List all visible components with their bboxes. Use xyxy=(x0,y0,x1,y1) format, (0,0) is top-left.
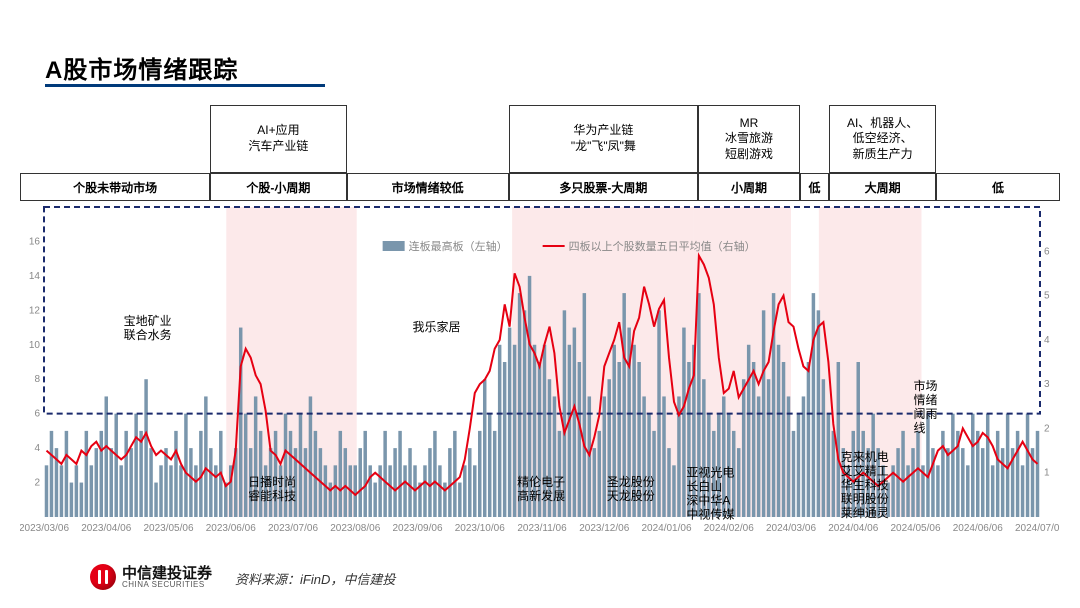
svg-text:16: 16 xyxy=(29,236,41,247)
svg-text:日播时尚: 日播时尚 xyxy=(248,475,296,489)
period-cell: 低 xyxy=(936,173,1060,201)
theme-cell xyxy=(936,105,1060,173)
period-cell: 低 xyxy=(800,173,829,201)
svg-text:6: 6 xyxy=(1044,246,1050,257)
svg-text:情绪: 情绪 xyxy=(914,393,938,407)
svg-text:华生科技: 华生科技 xyxy=(841,478,889,492)
period-cell: 多只股票-大周期 xyxy=(509,173,698,201)
chart-plot: 2468101214161234562023/03/062023/04/0620… xyxy=(20,201,1060,541)
svg-text:睿能科技: 睿能科技 xyxy=(248,488,296,503)
svg-text:联合水务: 联合水务 xyxy=(124,327,172,342)
svg-text:精伦电子: 精伦电子 xyxy=(517,474,565,489)
svg-text:2024/06/06: 2024/06/06 xyxy=(953,523,1003,534)
chart-svg: 2468101214161234562023/03/062023/04/0620… xyxy=(20,201,1060,541)
svg-text:亚视光电: 亚视光电 xyxy=(686,465,734,480)
source-line: 资料来源：iFinD，中信建投 xyxy=(235,569,395,588)
svg-text:8: 8 xyxy=(34,374,40,385)
logo-icon xyxy=(90,564,116,590)
svg-text:阈雨: 阈雨 xyxy=(914,406,938,421)
theme-segment-row: AI+应用汽车产业链 华为产业链"龙"飞"凤"舞MR冰雪旅游短剧游戏 AI、机器人、… xyxy=(20,105,1060,173)
theme-cell xyxy=(347,105,509,173)
svg-text:2024/07/06: 2024/07/06 xyxy=(1015,523,1060,534)
period-segment-row: 个股未带动市场个股-小周期市场情绪较低多只股票-大周期小周期低大周期低 xyxy=(20,173,1060,201)
svg-text:2023/11/06: 2023/11/06 xyxy=(517,523,567,534)
period-cell: 大周期 xyxy=(829,173,936,201)
svg-text:3: 3 xyxy=(1044,379,1050,390)
svg-text:克来机电: 克来机电 xyxy=(841,450,889,464)
svg-text:市场: 市场 xyxy=(914,378,938,393)
title-underline xyxy=(45,84,325,87)
svg-text:2023/08/06: 2023/08/06 xyxy=(330,523,380,534)
svg-text:2: 2 xyxy=(1044,423,1050,434)
svg-text:2024/03/06: 2024/03/06 xyxy=(766,523,816,534)
theme-cell xyxy=(800,105,829,173)
slide-root: A股市场情绪跟踪 AI+应用汽车产业链 华为产业链"龙"飞"凤"舞MR冰雪旅游短剧… xyxy=(0,0,1080,608)
svg-text:宝地矿业: 宝地矿业 xyxy=(124,314,172,328)
svg-text:四板以上个股数量五日平均值（右轴）: 四板以上个股数量五日平均值（右轴） xyxy=(569,239,756,253)
chart-area: AI+应用汽车产业链 华为产业链"龙"飞"凤"舞MR冰雪旅游短剧游戏 AI、机器人、… xyxy=(20,105,1060,555)
logo: 中信建投证券 CHINA SECURITIES xyxy=(90,564,212,590)
svg-text:2: 2 xyxy=(34,478,40,489)
svg-text:2023/04/06: 2023/04/06 xyxy=(81,523,131,534)
svg-text:联明股份: 联明股份 xyxy=(841,492,889,506)
svg-text:12: 12 xyxy=(29,305,41,316)
svg-text:2024/01/06: 2024/01/06 xyxy=(641,523,691,534)
svg-text:1: 1 xyxy=(1044,468,1050,479)
theme-cell: MR冰雪旅游短剧游戏 xyxy=(698,105,800,173)
theme-cell xyxy=(20,105,210,173)
theme-cell: AI+应用汽车产业链 xyxy=(210,105,346,173)
svg-text:我乐家居: 我乐家居 xyxy=(413,319,461,334)
svg-text:中视传媒: 中视传媒 xyxy=(686,507,734,522)
period-cell: 个股未带动市场 xyxy=(20,173,210,201)
svg-text:圣龙股份: 圣龙股份 xyxy=(607,475,655,489)
theme-cell: 华为产业链"龙"飞"凤"舞 xyxy=(509,105,698,173)
svg-text:2024/05/06: 2024/05/06 xyxy=(890,523,940,534)
svg-text:4: 4 xyxy=(1044,335,1050,346)
svg-text:线: 线 xyxy=(914,421,926,435)
logo-cn: 中信建投证券 xyxy=(122,566,212,581)
svg-text:2023/07/06: 2023/07/06 xyxy=(268,523,318,534)
svg-text:长白山: 长白山 xyxy=(686,479,722,494)
svg-text:10: 10 xyxy=(29,340,41,351)
svg-text:深中华A: 深中华A xyxy=(686,493,730,508)
svg-text:2023/10/06: 2023/10/06 xyxy=(455,523,505,534)
svg-text:2023/05/06: 2023/05/06 xyxy=(143,523,193,534)
period-cell: 小周期 xyxy=(698,173,800,201)
logo-en: CHINA SECURITIES xyxy=(122,581,212,589)
svg-text:2023/12/06: 2023/12/06 xyxy=(579,523,629,534)
svg-text:4: 4 xyxy=(34,443,40,454)
page-title: A股市场情绪跟踪 xyxy=(45,50,238,85)
period-cell: 市场情绪较低 xyxy=(347,173,509,201)
svg-text:连板最高板（左轴）: 连板最高板（左轴） xyxy=(409,239,508,253)
svg-text:5: 5 xyxy=(1044,291,1050,302)
svg-text:2023/09/06: 2023/09/06 xyxy=(392,523,442,534)
svg-text:6: 6 xyxy=(34,409,40,420)
svg-text:2024/02/06: 2024/02/06 xyxy=(704,523,754,534)
svg-text:14: 14 xyxy=(29,271,41,282)
period-cell: 个股-小周期 xyxy=(210,173,346,201)
svg-text:高新发展: 高新发展 xyxy=(517,488,565,503)
theme-cell: AI、机器人、低空经济、新质生产力 xyxy=(829,105,936,173)
svg-text:2024/04/06: 2024/04/06 xyxy=(828,523,878,534)
svg-text:艾艾精工: 艾艾精工 xyxy=(841,464,889,478)
svg-text:2023/06/06: 2023/06/06 xyxy=(206,523,256,534)
svg-text:2023/03/06: 2023/03/06 xyxy=(20,523,69,534)
svg-text:莱绅通灵: 莱绅通灵 xyxy=(841,506,889,520)
svg-text:天龙股份: 天龙股份 xyxy=(607,489,655,503)
logo-text: 中信建投证券 CHINA SECURITIES xyxy=(122,566,212,589)
